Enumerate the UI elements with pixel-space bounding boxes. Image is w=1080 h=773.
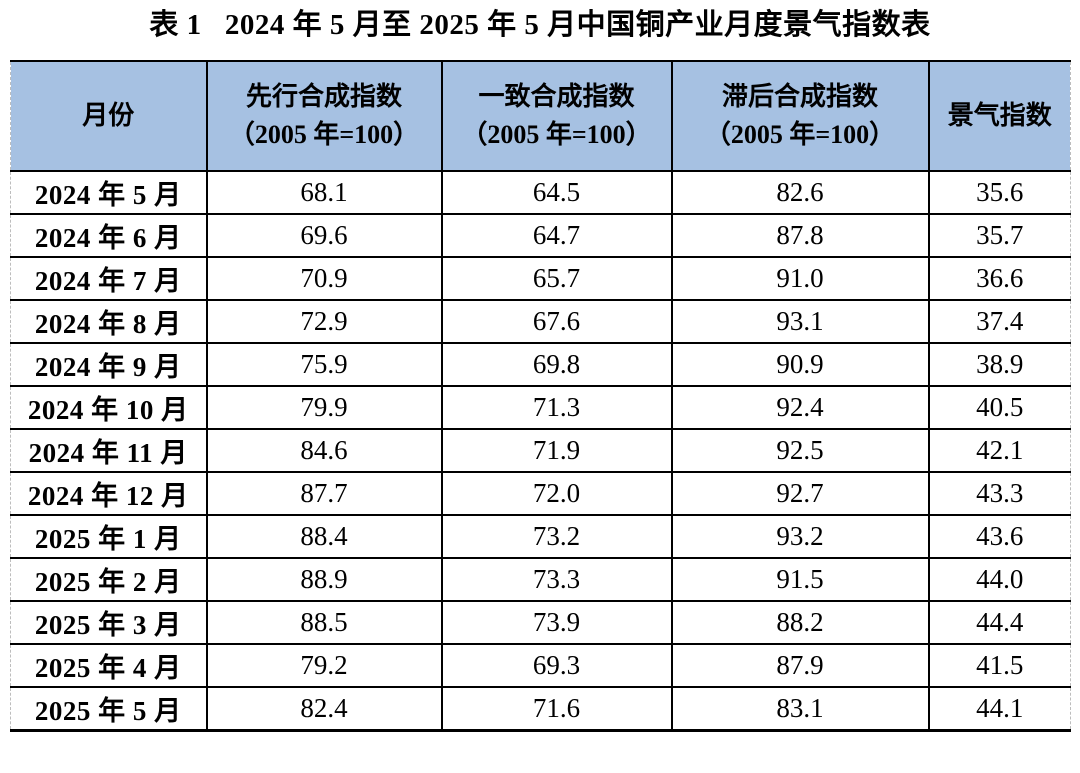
col-header-prosperity-label: 景气指数 [947,101,1052,130]
col-header-month-label: 月份 [82,101,135,130]
leading-index-cell: 70.9 [205,256,443,301]
leading-index-cell: 75.9 [205,342,443,387]
month-cell: 2025 年 3 月 [10,600,208,645]
lagging-index-cell: 93.2 [670,514,930,559]
col-header-month: 月份 [10,60,208,172]
table-row: 2024 年 9 月 75.9 69.8 90.9 38.9 [10,342,1071,387]
month-cell: 2024 年 10 月 [10,385,208,430]
col-header-coincident-index: 一致合成指数 （2005 年=100） [440,60,673,172]
col-header-lagging-label: 滞后合成指数 [721,82,878,111]
month-cell: 2024 年 8 月 [10,299,208,344]
coincident-index-cell: 71.6 [440,686,673,732]
table-row: 2024 年 5 月 68.1 64.5 82.6 35.6 [10,170,1071,215]
leading-index-cell: 88.9 [205,557,443,602]
prosperity-index-cell: 35.6 [927,170,1071,215]
lagging-index-cell: 91.5 [670,557,930,602]
table-row: 2024 年 12 月 87.7 72.0 92.7 43.3 [10,471,1071,516]
leading-index-cell: 68.1 [205,170,443,215]
lagging-index-cell: 88.2 [670,600,930,645]
prosperity-index-cell: 43.6 [927,514,1071,559]
month-cell: 2025 年 5 月 [10,686,208,732]
col-header-lagging-index: 滞后合成指数 （2005 年=100） [670,60,930,172]
month-cell: 2025 年 1 月 [10,514,208,559]
col-header-leading-sublabel: （2005 年=100） [228,120,420,149]
col-header-leading-index: 先行合成指数 （2005 年=100） [205,60,443,172]
table-row: 2024 年 7 月 70.9 65.7 91.0 36.6 [10,256,1071,301]
month-cell: 2025 年 2 月 [10,557,208,602]
lagging-index-cell: 91.0 [670,256,930,301]
leading-index-cell: 79.9 [205,385,443,430]
month-cell: 2024 年 7 月 [10,256,208,301]
leading-index-cell: 82.4 [205,686,443,732]
prosperity-index-cell: 40.5 [927,385,1071,430]
table-row: 2025 年 2 月 88.9 73.3 91.5 44.0 [10,557,1071,602]
table-row: 2024 年 8 月 72.9 67.6 93.1 37.4 [10,299,1071,344]
table-row: 2024 年 10 月 79.9 71.3 92.4 40.5 [10,385,1071,430]
coincident-index-cell: 73.2 [440,514,673,559]
prosperity-index-cell: 41.5 [927,643,1071,688]
coincident-index-cell: 64.7 [440,213,673,258]
prosperity-index-cell: 43.3 [927,471,1071,516]
leading-index-cell: 79.2 [205,643,443,688]
lagging-index-cell: 87.8 [670,213,930,258]
prosperity-index-cell: 44.1 [927,686,1071,732]
coincident-index-cell: 67.6 [440,299,673,344]
col-header-lagging-sublabel: （2005 年=100） [704,120,896,149]
header-row: 月份 先行合成指数 （2005 年=100） 一致合成指数 （2005 年=10… [10,60,1071,172]
prosperity-index-cell: 44.0 [927,557,1071,602]
table-row: 2025 年 3 月 88.5 73.9 88.2 44.4 [10,600,1071,645]
coincident-index-cell: 71.3 [440,385,673,430]
coincident-index-cell: 73.9 [440,600,673,645]
lagging-index-cell: 92.7 [670,471,930,516]
month-cell: 2024 年 5 月 [10,170,208,215]
col-header-coincident-label: 一致合成指数 [478,82,635,111]
leading-index-cell: 87.7 [205,471,443,516]
lagging-index-cell: 83.1 [670,686,930,732]
month-cell: 2024 年 12 月 [10,471,208,516]
coincident-index-cell: 69.8 [440,342,673,387]
prosperity-index-cell: 35.7 [927,213,1071,258]
prosperity-index-cell: 38.9 [927,342,1071,387]
lagging-index-cell: 93.1 [670,299,930,344]
table-row: 2024 年 6 月 69.6 64.7 87.8 35.7 [10,213,1071,258]
coincident-index-cell: 71.9 [440,428,673,473]
leading-index-cell: 72.9 [205,299,443,344]
col-header-leading-label: 先行合成指数 [245,82,402,111]
coincident-index-cell: 72.0 [440,471,673,516]
month-cell: 2025 年 4 月 [10,643,208,688]
lagging-index-cell: 92.4 [670,385,930,430]
prosperity-index-cell: 36.6 [927,256,1071,301]
coincident-index-cell: 64.5 [440,170,673,215]
table-title: 表 1 2024 年 5 月至 2025 年 5 月中国铜产业月度景气指数表 [149,9,931,41]
leading-index-cell: 69.6 [205,213,443,258]
lagging-index-cell: 92.5 [670,428,930,473]
table-row: 2025 年 4 月 79.2 69.3 87.9 41.5 [10,643,1071,688]
month-cell: 2024 年 11 月 [10,428,208,473]
coincident-index-cell: 69.3 [440,643,673,688]
col-header-prosperity-index: 景气指数 [927,60,1071,172]
leading-index-cell: 88.5 [205,600,443,645]
prosperity-index-cell: 37.4 [927,299,1071,344]
month-cell: 2024 年 9 月 [10,342,208,387]
table-row: 2024 年 11 月 84.6 71.9 92.5 42.1 [10,428,1071,473]
month-cell: 2024 年 6 月 [10,213,208,258]
prosperity-index-cell: 42.1 [927,428,1071,473]
leading-index-cell: 84.6 [205,428,443,473]
col-header-coincident-sublabel: （2005 年=100） [461,120,652,149]
lagging-index-cell: 82.6 [670,170,930,215]
table-row: 2025 年 1 月 88.4 73.2 93.2 43.6 [10,514,1071,559]
prosperity-index-cell: 44.4 [927,600,1071,645]
coincident-index-cell: 73.3 [440,557,673,602]
lagging-index-cell: 90.9 [670,342,930,387]
coincident-index-cell: 65.7 [440,256,673,301]
table-row: 2025 年 5 月 82.4 71.6 83.1 44.1 [10,686,1071,732]
prosperity-index-table: 月份 先行合成指数 （2005 年=100） 一致合成指数 （2005 年=10… [10,60,1071,732]
leading-index-cell: 88.4 [205,514,443,559]
lagging-index-cell: 87.9 [670,643,930,688]
